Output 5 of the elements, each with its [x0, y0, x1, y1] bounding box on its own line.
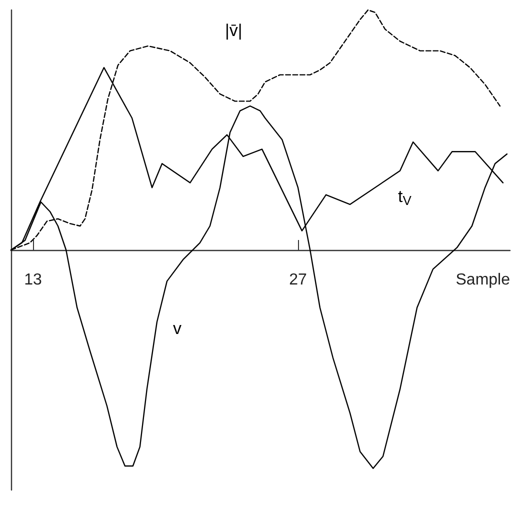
- x-tick-label: 27: [289, 272, 307, 288]
- x-axis-title: Sample: [456, 272, 510, 288]
- series-label: v: [173, 319, 182, 338]
- x-tick-label: 13: [24, 272, 42, 288]
- text: |v̄|: [225, 21, 242, 40]
